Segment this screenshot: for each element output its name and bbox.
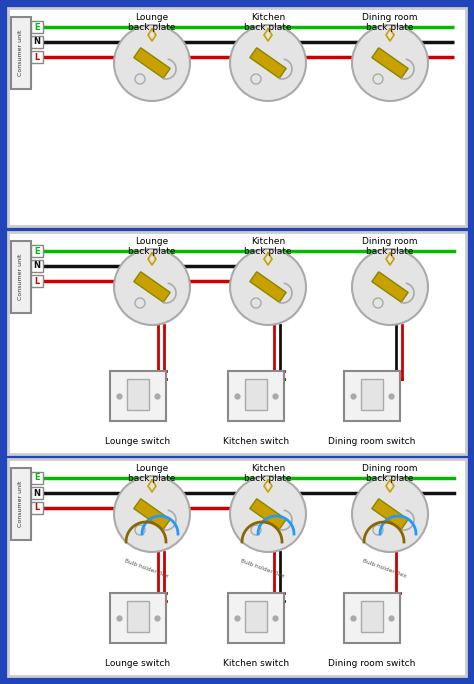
Text: L: L: [35, 276, 40, 285]
Text: Bulb holder flex: Bulb holder flex: [240, 558, 285, 579]
Bar: [31, 275, 43, 287]
Bar: [134, 499, 170, 529]
Bar: [8, 8, 466, 226]
Bar: [11, 241, 31, 313]
Text: Dining room
back plate: Dining room back plate: [362, 464, 418, 484]
Bar: [8, 459, 466, 676]
Bar: [250, 272, 286, 302]
Bar: [8, 232, 466, 454]
Text: Dining room switch: Dining room switch: [328, 659, 416, 668]
Text: Lounge switch: Lounge switch: [105, 659, 171, 668]
Bar: [228, 593, 284, 643]
Text: E: E: [34, 23, 40, 31]
Text: Lounge
back plate: Lounge back plate: [128, 464, 176, 484]
Text: Consumer unit: Consumer unit: [18, 30, 24, 76]
Text: N: N: [34, 488, 40, 497]
Bar: [361, 601, 383, 631]
Bar: [31, 245, 43, 257]
Bar: [11, 17, 31, 89]
Bar: [31, 487, 43, 499]
Text: Dining room switch: Dining room switch: [328, 437, 416, 446]
Circle shape: [230, 249, 306, 325]
Bar: [31, 36, 43, 48]
Circle shape: [352, 476, 428, 552]
Text: Consumer unit: Consumer unit: [18, 254, 24, 300]
Bar: [246, 601, 267, 631]
Text: Dining room
back plate: Dining room back plate: [362, 13, 418, 32]
Text: Kitchen
back plate: Kitchen back plate: [244, 13, 292, 32]
Circle shape: [114, 25, 190, 101]
Circle shape: [352, 249, 428, 325]
Bar: [31, 21, 43, 33]
Bar: [228, 371, 284, 421]
Bar: [372, 272, 408, 302]
Bar: [372, 499, 408, 529]
Bar: [128, 601, 149, 631]
Bar: [31, 51, 43, 63]
Bar: [31, 260, 43, 272]
Text: E: E: [34, 473, 40, 482]
Bar: [344, 371, 400, 421]
Bar: [110, 371, 166, 421]
Bar: [344, 593, 400, 643]
Text: Kitchen
back plate: Kitchen back plate: [244, 464, 292, 484]
Bar: [134, 272, 170, 302]
Bar: [110, 593, 166, 643]
Text: Kitchen
back plate: Kitchen back plate: [244, 237, 292, 256]
Circle shape: [230, 476, 306, 552]
Text: Lounge
back plate: Lounge back plate: [128, 237, 176, 256]
Text: N: N: [34, 261, 40, 270]
Text: E: E: [34, 246, 40, 256]
Bar: [250, 499, 286, 529]
Bar: [361, 378, 383, 410]
Bar: [134, 48, 170, 78]
Bar: [372, 48, 408, 78]
Text: Kitchen switch: Kitchen switch: [223, 437, 289, 446]
Bar: [128, 378, 149, 410]
Text: L: L: [35, 503, 40, 512]
Text: Consumer unit: Consumer unit: [18, 481, 24, 527]
Text: L: L: [35, 53, 40, 62]
Text: N: N: [34, 38, 40, 47]
Text: Bulb holder flex: Bulb holder flex: [362, 558, 408, 579]
Bar: [246, 378, 267, 410]
Text: Lounge switch: Lounge switch: [105, 437, 171, 446]
Circle shape: [114, 476, 190, 552]
Bar: [31, 502, 43, 514]
Circle shape: [352, 25, 428, 101]
Text: Bulb holder flex: Bulb holder flex: [124, 558, 169, 579]
Circle shape: [230, 25, 306, 101]
Bar: [11, 468, 31, 540]
Bar: [31, 472, 43, 484]
Text: Dining room
back plate: Dining room back plate: [362, 237, 418, 256]
Text: Lounge
back plate: Lounge back plate: [128, 13, 176, 32]
Circle shape: [114, 249, 190, 325]
Bar: [250, 48, 286, 78]
Text: Kitchen switch: Kitchen switch: [223, 659, 289, 668]
